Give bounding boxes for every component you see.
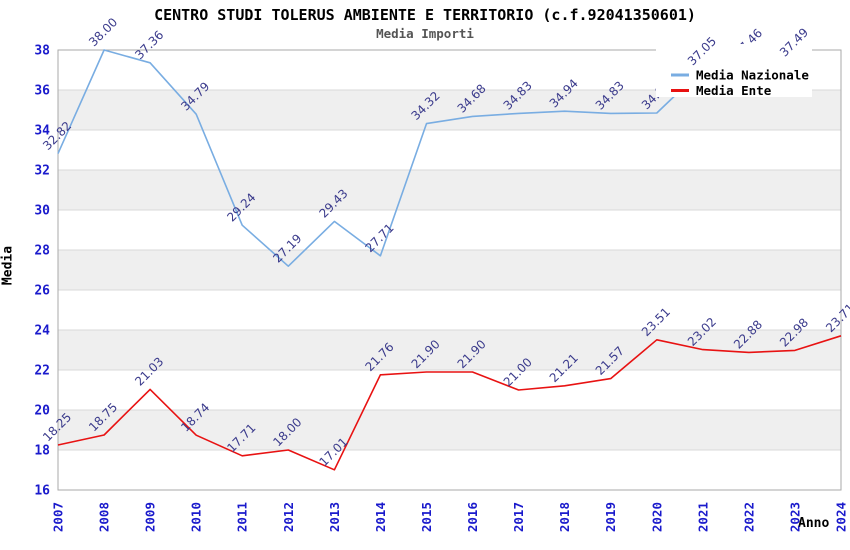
x-axis-ticks: 2007 2008 2009 2010 2011 2012 2013 2014 2015 2016… xyxy=(51,502,849,532)
x-tick-label: 2020 xyxy=(649,502,664,532)
plot-bands xyxy=(58,90,841,450)
x-tick-label: 2017 xyxy=(511,502,526,532)
gridlines xyxy=(58,49,841,491)
y-tick-label: 34 xyxy=(34,124,50,139)
y-tick-label: 32 xyxy=(34,164,50,179)
x-tick-label: 2024 xyxy=(834,502,849,532)
media-ente-line xyxy=(57,335,842,471)
x-tick-label: 2022 xyxy=(741,502,756,532)
x-tick-label: 2008 xyxy=(97,502,112,532)
y-tick-label: 20 xyxy=(34,404,50,419)
x-tick-label: 2019 xyxy=(603,502,618,532)
x-tick-label: 2012 xyxy=(281,502,296,532)
media-nazionale-line xyxy=(57,49,795,268)
chart-title: CENTRO STUDI TOLERUS AMBIENTE E TERRITOR… xyxy=(154,6,696,24)
y-tick-label: 16 xyxy=(34,484,50,499)
x-tick-label: 2015 xyxy=(419,502,434,532)
value-label: 23.71 xyxy=(823,301,850,335)
legend-label-media-nazionale: Media Nazionale xyxy=(696,68,809,83)
y-tick-label: 28 xyxy=(34,244,50,259)
value-label: 37.36 xyxy=(132,28,166,62)
x-tick-label: 2018 xyxy=(557,502,572,532)
y-tick-label: 30 xyxy=(34,204,50,219)
x-tick-label: 2023 xyxy=(787,502,802,532)
legend-background xyxy=(656,44,812,97)
y-tick-label: 36 xyxy=(34,84,50,99)
y-tick-label: 22 xyxy=(34,364,50,379)
x-tick-label: 2014 xyxy=(373,502,388,532)
y-axis-ticks: 38 36 34 32 30 28 26 24 22 20 18 16 xyxy=(34,44,50,499)
plot-border xyxy=(57,49,842,491)
legend-label-media-ente: Media Ente xyxy=(696,83,772,98)
y-tick-label: 38 xyxy=(34,44,50,59)
x-tick-label: 2016 xyxy=(465,502,480,532)
y-tick-label: 24 xyxy=(34,324,50,339)
y-tick-label: 26 xyxy=(34,284,50,299)
y-tick-label: 18 xyxy=(34,444,50,459)
x-tick-label: 2009 xyxy=(143,502,158,532)
x-tick-label: 2007 xyxy=(51,502,66,532)
x-axis-title: Anno xyxy=(798,516,830,531)
value-label: 38.00 xyxy=(86,15,120,49)
x-tick-label: 2021 xyxy=(695,502,710,532)
chart-subtitle: Media Importi xyxy=(376,26,474,41)
x-tick-label: 2013 xyxy=(327,502,342,532)
x-tick-label: 2010 xyxy=(189,502,204,532)
x-tick-label: 2011 xyxy=(235,502,250,532)
